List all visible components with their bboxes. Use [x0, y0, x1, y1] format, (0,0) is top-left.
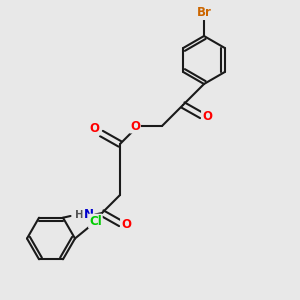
Text: O: O	[121, 218, 131, 232]
Text: H: H	[75, 209, 84, 220]
Text: Br: Br	[196, 6, 211, 19]
Text: O: O	[202, 110, 212, 124]
Text: O: O	[90, 122, 100, 135]
Text: O: O	[130, 119, 140, 133]
Text: N: N	[83, 208, 94, 221]
Text: Cl: Cl	[89, 214, 102, 228]
